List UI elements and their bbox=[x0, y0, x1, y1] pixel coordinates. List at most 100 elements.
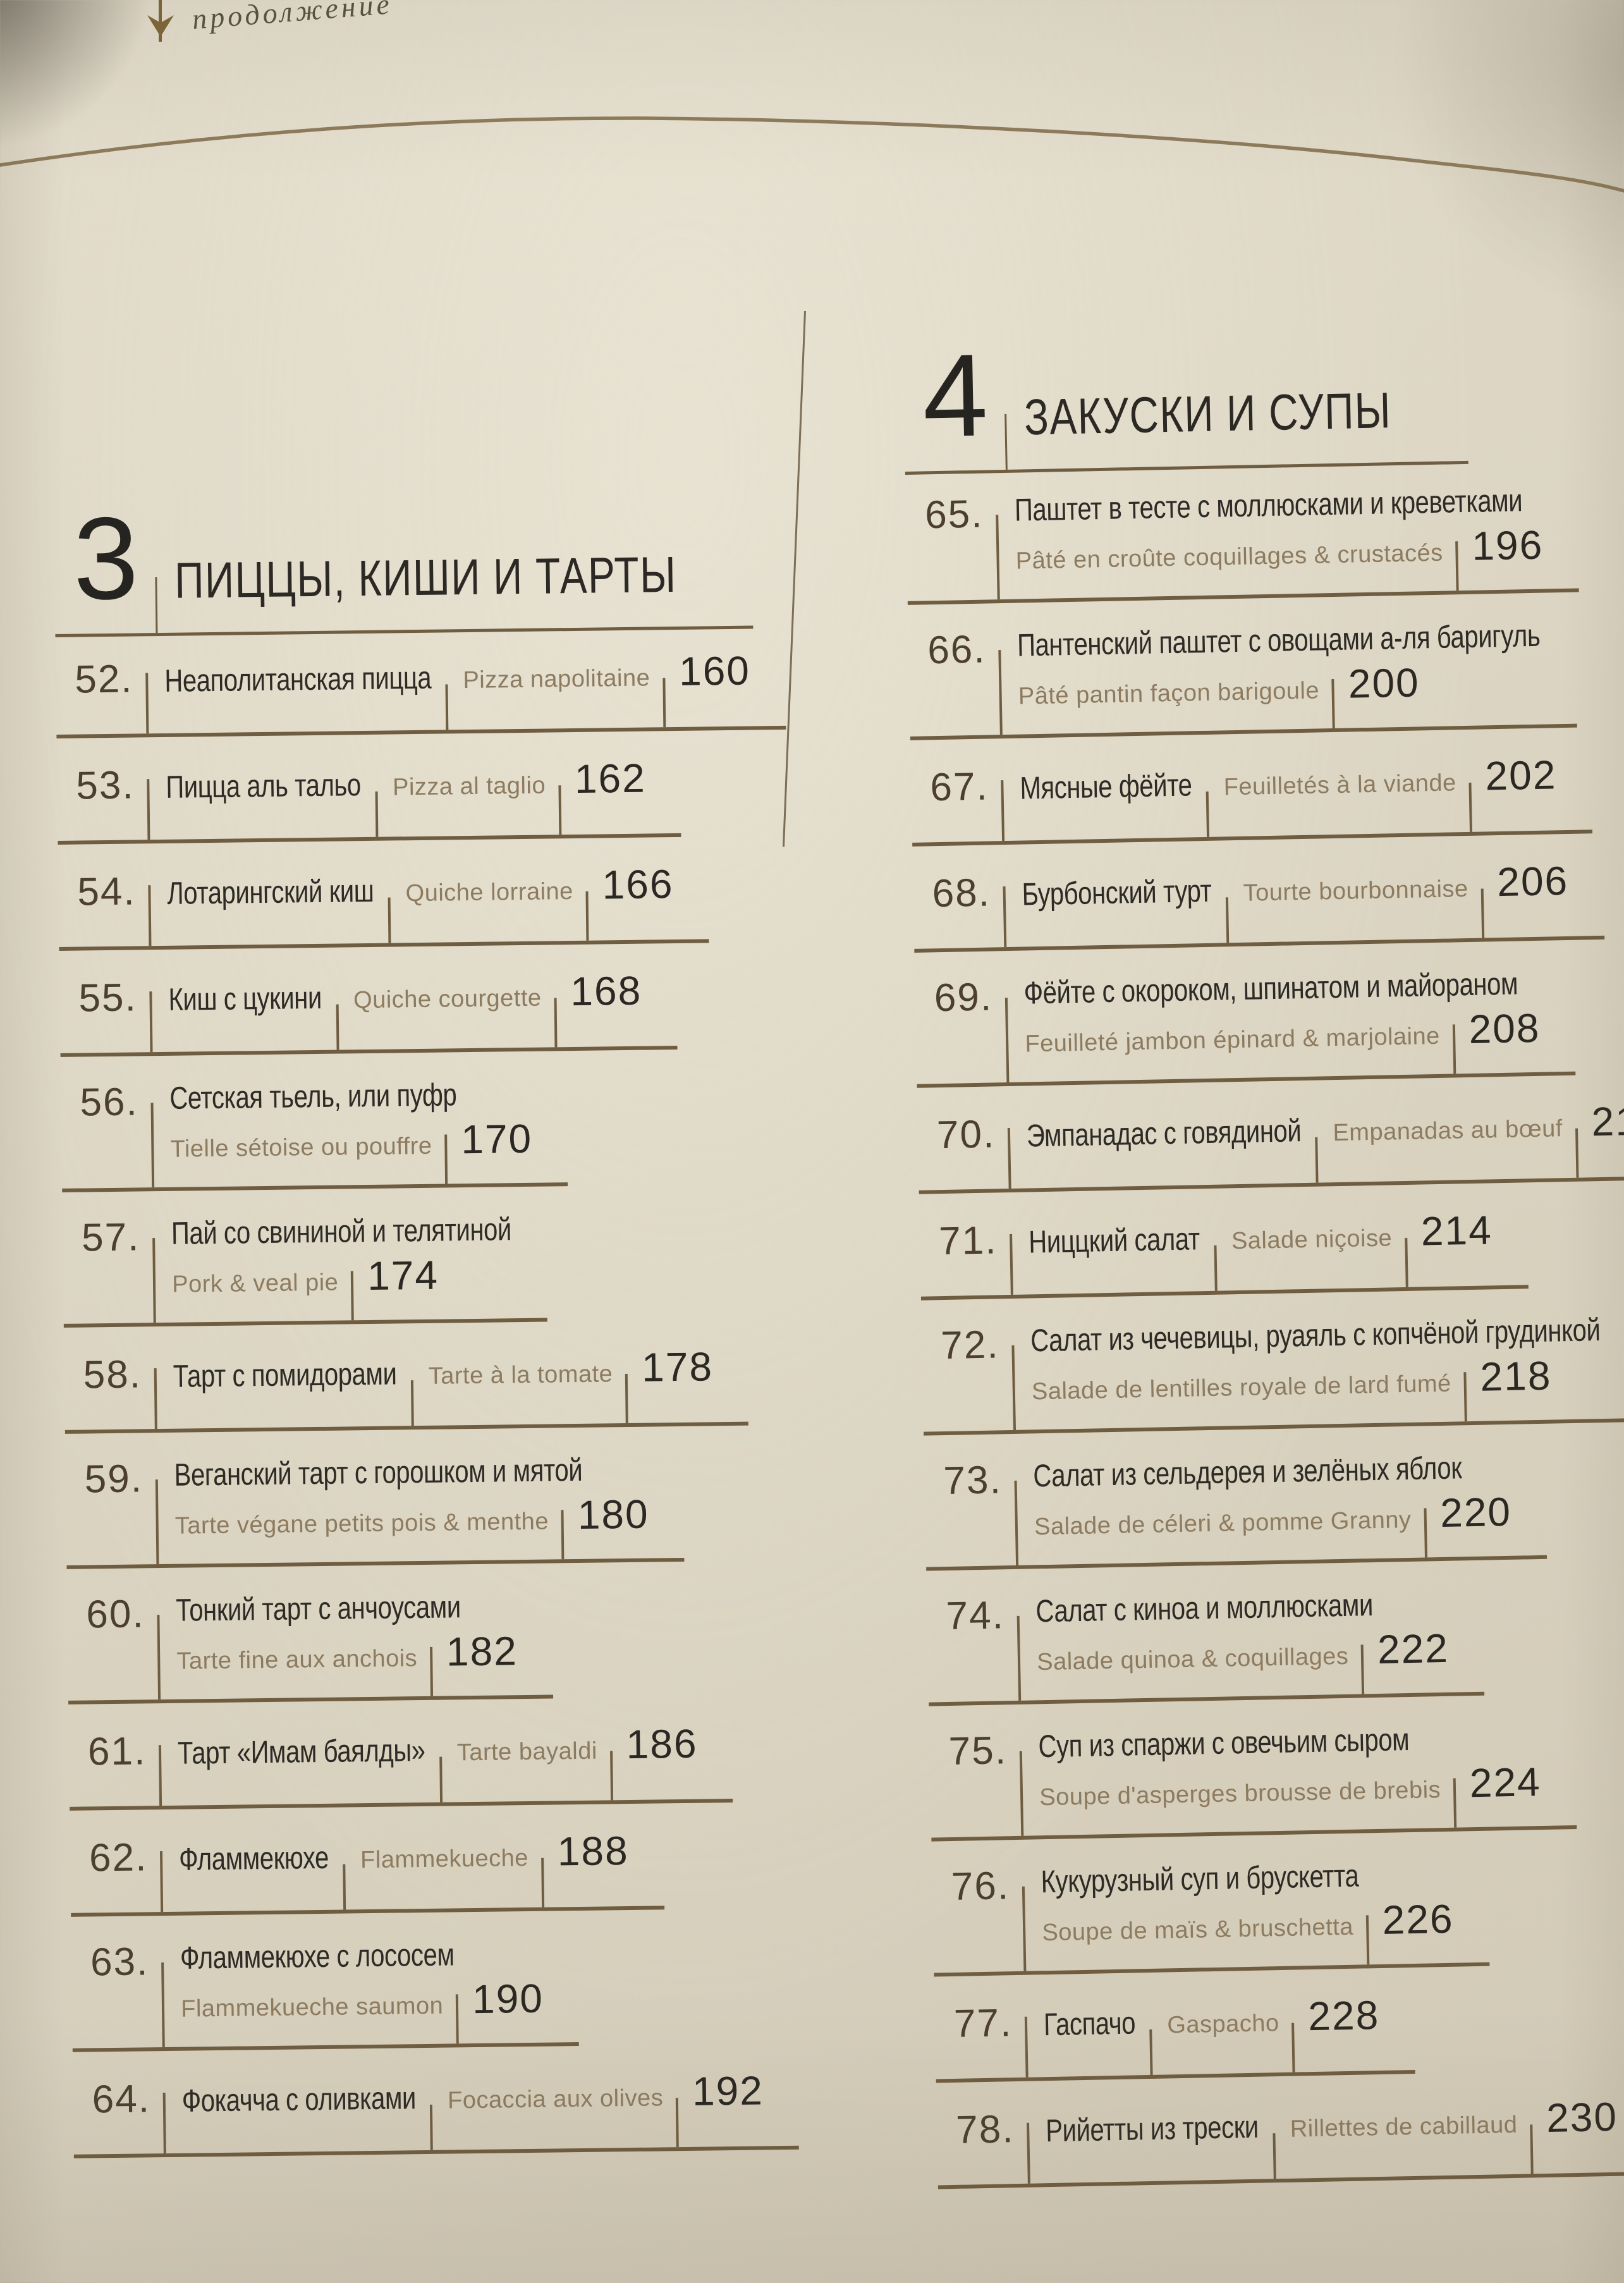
entry-subtitle-fr: Pâté pantin façon barigoule bbox=[1018, 676, 1320, 710]
tick-divider bbox=[996, 514, 1000, 599]
entry-second-line: Pâté pantin façon barigoule 200 bbox=[1018, 659, 1420, 728]
tick-divider bbox=[388, 897, 391, 943]
entry-number: 74. bbox=[945, 1593, 1005, 1638]
tick-divider bbox=[609, 1750, 613, 1800]
entry-subtitle-fr: Pâté en croûte coquillages & crustacés bbox=[1015, 539, 1444, 575]
entry-title-ru: Кукурузный суп и брускетта bbox=[1041, 1858, 1359, 1899]
continuation-arrow-icon bbox=[147, 0, 174, 42]
toc-entry: 53. Пицца аль тальо Pizza al taglio 162 bbox=[56, 745, 681, 845]
entry-number: 57. bbox=[81, 1215, 140, 1260]
entry-second-line: Pork & veal pie 174 bbox=[172, 1252, 439, 1320]
entry-page-number: 170 bbox=[460, 1115, 533, 1162]
entry-title-ru: Тонкий тарт с анчоусами bbox=[176, 1588, 461, 1628]
tick-divider bbox=[1025, 2016, 1029, 2078]
entry-page-number: 202 bbox=[1484, 751, 1557, 799]
entry-second-line: Soupe d'asperges brousse de brebis 224 bbox=[1039, 1759, 1542, 1828]
entry-second-line: Tielle sétoise ou pouffre 170 bbox=[170, 1115, 533, 1184]
toc-entry: 74. Салат с киноа и моллюсками Salade qu… bbox=[926, 1575, 1485, 1706]
entry-title-ru: Ниццкий салат bbox=[1028, 1220, 1200, 1259]
entry-number: 59. bbox=[84, 1456, 143, 1502]
entry-text-block: Пантенский паштет с овощами а-ля баригул… bbox=[1017, 617, 1542, 728]
toc-entry: 72. Салат из чечевицы, руаяль с копчёной… bbox=[921, 1301, 1624, 1436]
entry-number: 66. bbox=[927, 627, 987, 672]
tick-divider bbox=[439, 1756, 443, 1803]
entry-title-ru: Веганский тарт с горошком и мятой bbox=[174, 1452, 583, 1493]
entry-title-ru: Фокачча с оливками bbox=[181, 2079, 417, 2119]
tick-divider bbox=[558, 785, 562, 835]
tick-divider bbox=[1405, 1237, 1408, 1287]
entry-subtitle-fr: Tielle sétoise ou pouffre bbox=[170, 1132, 432, 1163]
entry-second-line: Salade de lentilles royale de lard fumé … bbox=[1031, 1352, 1552, 1421]
entry-page-number: 178 bbox=[641, 1343, 714, 1390]
tick-divider bbox=[1315, 1137, 1319, 1183]
entry-number: 54. bbox=[77, 869, 137, 914]
entry-subtitle-fr: Salade niçoise bbox=[1231, 1224, 1393, 1254]
page-arc-decoration bbox=[0, 116, 1624, 193]
tick-divider bbox=[1001, 780, 1005, 841]
toc-entry-list: 52. Неаполитанская пицца Pizza napolitai… bbox=[55, 628, 803, 2173]
tick-divider bbox=[1008, 1127, 1011, 1189]
entry-title-ru: Пицца аль тальо bbox=[166, 766, 362, 805]
tick-divider bbox=[351, 1270, 355, 1320]
entry-second-line: Tarte végane petits pois & menthe 180 bbox=[174, 1491, 649, 1559]
tick-divider bbox=[676, 2097, 680, 2147]
section-title: ПИЦЦЫ, КИШИ И ТАРТЫ bbox=[174, 546, 677, 609]
tick-divider bbox=[1481, 888, 1485, 938]
tick-divider bbox=[155, 577, 158, 633]
entry-subtitle-fr: Tarte bayaldi bbox=[456, 1737, 598, 1766]
entry-page-number: 220 bbox=[1439, 1488, 1512, 1536]
entry-subtitle-fr: Flammekueche saumon bbox=[180, 1992, 444, 2023]
entry-page-number: 166 bbox=[602, 860, 674, 907]
tick-divider bbox=[1291, 2023, 1296, 2072]
tick-divider bbox=[444, 1134, 448, 1184]
tick-divider bbox=[1455, 541, 1459, 591]
entry-number: 68. bbox=[932, 871, 991, 915]
entry-number: 69. bbox=[934, 974, 993, 1020]
entry-title-ru: Мясные фёйте bbox=[1020, 766, 1193, 806]
tick-divider bbox=[1272, 2133, 1276, 2179]
toc-entry: 62. Фламмекюхе Flammekueche 188 bbox=[70, 1818, 664, 1917]
continuation-label: продолжение bbox=[191, 0, 394, 35]
entry-second-line: Tarte fine aux anchois 182 bbox=[176, 1627, 518, 1696]
tick-divider bbox=[554, 997, 558, 1047]
toc-entry: 66. Пантенский паштет с овощами а-ля бар… bbox=[908, 607, 1577, 740]
tick-divider bbox=[1331, 678, 1336, 728]
tick-divider bbox=[1360, 1644, 1365, 1694]
entry-title-ru: Салат из сельдерея и зелёных яблок bbox=[1033, 1449, 1462, 1493]
entry-subtitle-fr: Gaspacho bbox=[1166, 2009, 1279, 2038]
tick-divider bbox=[1005, 997, 1010, 1082]
entry-number: 53. bbox=[75, 762, 135, 808]
entry-title-ru: Фламмекюхе с лососем bbox=[180, 1936, 455, 1976]
entry-title-ru: Неаполитанская пицца bbox=[164, 659, 432, 699]
entry-text-block: Салат из сельдерея и зелёных яблок Salad… bbox=[1033, 1449, 1512, 1558]
tick-divider bbox=[147, 778, 150, 840]
entry-number: 77. bbox=[953, 2000, 1013, 2046]
toc-entry: 63. Фламмекюхе с лососем Flammekueche sa… bbox=[71, 1925, 579, 2052]
entry-subtitle-fr: Salade de céleri & pomme Granny bbox=[1034, 1506, 1412, 1540]
tick-divider bbox=[150, 1102, 155, 1187]
entry-page-number: 208 bbox=[1468, 1005, 1541, 1052]
entry-page-number: 182 bbox=[446, 1627, 518, 1675]
section-header: 3 ПИЦЦЫ, КИШИ И ТАРТЫ bbox=[54, 493, 754, 637]
tick-divider bbox=[159, 1744, 162, 1806]
tick-divider bbox=[1019, 1751, 1024, 1836]
toc-entry: 55. Киш с цукини Quiche courgette 168 bbox=[59, 958, 678, 1057]
entry-number: 71. bbox=[938, 1218, 998, 1263]
tick-divider bbox=[1027, 2122, 1031, 2184]
tick-divider bbox=[336, 1004, 339, 1050]
tick-divider bbox=[1452, 1024, 1456, 1074]
section-header: 4 ЗАКУСКИ И СУПЫ bbox=[903, 330, 1468, 475]
entry-title-ru: Суп из спаржи с овечьим сыром bbox=[1038, 1721, 1410, 1764]
entry-title-ru: Пантенский паштет с овощами а-ля баригул… bbox=[1017, 617, 1541, 663]
entry-text-block: Салат из чечевицы, руаяль с копчёной гру… bbox=[1030, 1312, 1602, 1421]
entry-title-ru: Гаспачо bbox=[1043, 2004, 1136, 2042]
entry-page-number: 174 bbox=[367, 1252, 439, 1299]
entry-subtitle-fr: Pizza al taglio bbox=[392, 772, 546, 800]
entry-page-number: 196 bbox=[1471, 522, 1544, 569]
tick-divider bbox=[1225, 897, 1230, 943]
entry-number: 52. bbox=[74, 656, 133, 702]
entry-second-line: Pâté en croûte coquillages & crustacés 1… bbox=[1015, 522, 1544, 591]
toc-entry: 78. Рийетты из трески Rillettes de cabil… bbox=[936, 2084, 1624, 2189]
entry-title-ru: Фёйте с окороком, шпинатом и майораном bbox=[1023, 965, 1518, 1010]
